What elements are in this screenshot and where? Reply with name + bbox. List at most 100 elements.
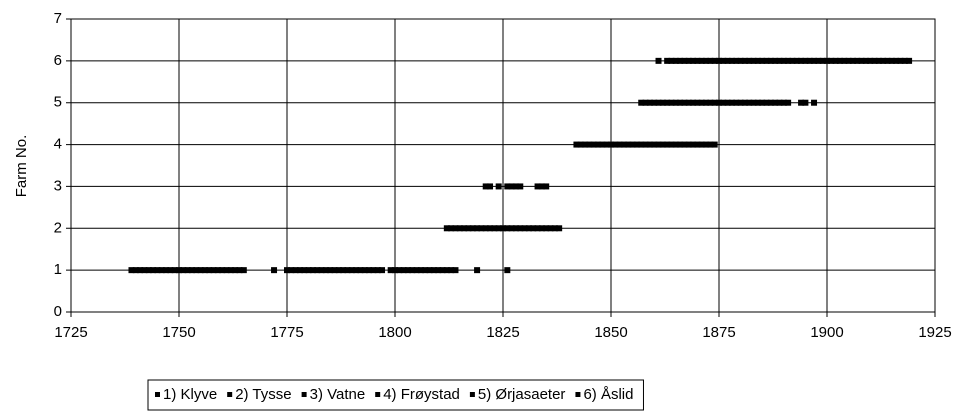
- point: [586, 141, 593, 148]
- point: [504, 267, 511, 274]
- point: [746, 57, 753, 64]
- point: [452, 225, 459, 232]
- point: [314, 267, 321, 274]
- point: [772, 99, 779, 106]
- point: [370, 267, 377, 274]
- point: [655, 57, 662, 64]
- legend-label: 2) Tysse: [235, 386, 291, 403]
- point: [698, 57, 705, 64]
- point: [512, 225, 519, 232]
- point: [284, 267, 290, 274]
- point: [150, 267, 157, 274]
- point: [543, 183, 550, 190]
- point: [443, 267, 450, 274]
- point: [409, 267, 416, 274]
- point: [474, 225, 481, 232]
- point: [603, 141, 610, 148]
- point: [301, 267, 308, 274]
- point: [703, 99, 710, 106]
- point: [720, 99, 727, 106]
- legend-marker: [469, 392, 475, 397]
- point: [538, 183, 545, 190]
- plot-border: [70, 18, 936, 313]
- point: [465, 225, 472, 232]
- point: [759, 57, 766, 64]
- point: [832, 57, 839, 64]
- point: [353, 267, 360, 274]
- point: [750, 99, 757, 106]
- point: [716, 57, 722, 64]
- point: [677, 141, 684, 148]
- point: [888, 57, 895, 64]
- point: [620, 141, 627, 148]
- point: [828, 57, 835, 64]
- point: [707, 99, 714, 106]
- legend-marker: [227, 392, 233, 397]
- x-tick-label: 1725: [54, 324, 87, 341]
- point: [746, 99, 753, 106]
- point: [508, 225, 515, 232]
- point: [413, 267, 420, 274]
- x-tick-label: 1800: [378, 324, 411, 341]
- point: [521, 225, 528, 232]
- point: [668, 141, 675, 148]
- point: [167, 267, 174, 274]
- point: [335, 267, 342, 274]
- point: [724, 57, 731, 64]
- point: [633, 141, 640, 148]
- legend-label: 5) Ørjasaeter: [478, 386, 566, 403]
- point: [487, 183, 494, 190]
- point: [474, 267, 481, 274]
- point: [651, 141, 658, 148]
- y-tick-label: 0: [54, 303, 62, 320]
- point: [793, 57, 800, 64]
- point: [677, 99, 684, 106]
- point: [811, 99, 818, 106]
- point: [534, 183, 541, 190]
- point: [780, 99, 787, 106]
- point: [599, 141, 606, 148]
- point: [698, 141, 705, 148]
- point: [811, 57, 818, 64]
- point: [724, 99, 731, 106]
- point: [176, 267, 182, 274]
- point: [361, 267, 368, 274]
- point: [668, 57, 675, 64]
- point: [154, 267, 161, 274]
- point: [392, 267, 398, 274]
- point: [163, 267, 170, 274]
- point: [387, 267, 394, 274]
- point: [642, 99, 649, 106]
- point: [763, 99, 770, 106]
- point: [595, 141, 602, 148]
- y-axis-label: Farm No.: [13, 135, 30, 198]
- point: [206, 267, 213, 274]
- point: [681, 99, 688, 106]
- point: [582, 141, 589, 148]
- point: [733, 57, 740, 64]
- point: [495, 225, 502, 232]
- point: [448, 267, 455, 274]
- point: [703, 57, 710, 64]
- point: [802, 57, 809, 64]
- point: [296, 267, 303, 274]
- point: [232, 267, 239, 274]
- point: [504, 183, 511, 190]
- point: [344, 267, 351, 274]
- point: [512, 183, 519, 190]
- point: [754, 57, 761, 64]
- point: [573, 141, 580, 148]
- point: [871, 57, 878, 64]
- point: [491, 225, 498, 232]
- point: [737, 57, 744, 64]
- point: [815, 57, 822, 64]
- point: [327, 267, 334, 274]
- point: [236, 267, 243, 274]
- point: [694, 141, 701, 148]
- point: [655, 99, 662, 106]
- point: [629, 141, 636, 148]
- point: [711, 99, 718, 106]
- point: [128, 267, 135, 274]
- y-tick-label: 7: [54, 10, 62, 27]
- point: [646, 99, 653, 106]
